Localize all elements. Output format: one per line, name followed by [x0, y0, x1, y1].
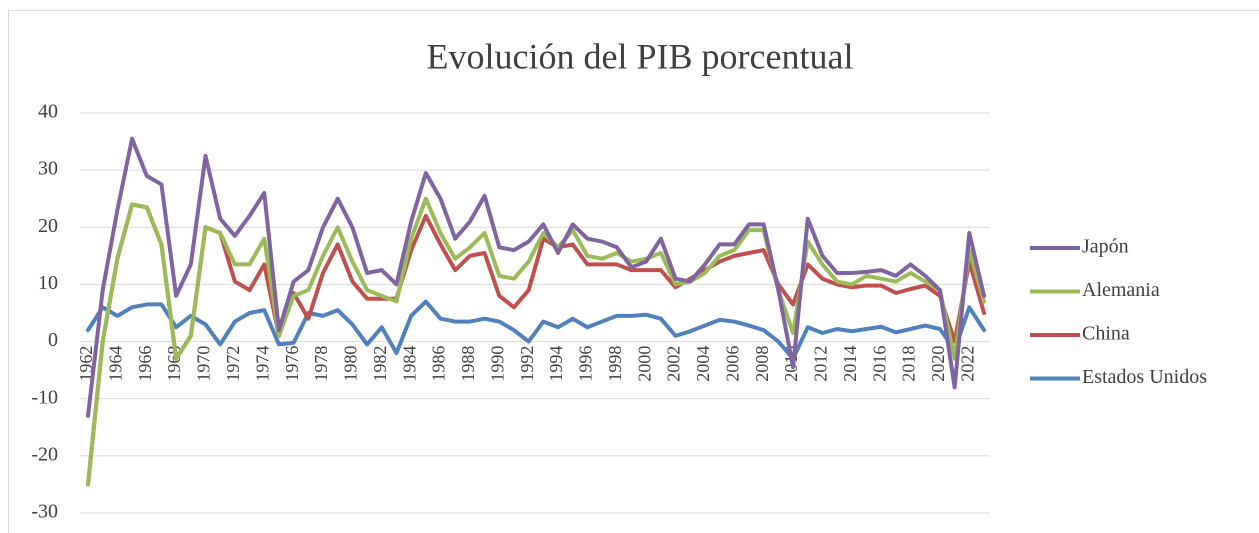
x-tick-label: 2002: [664, 346, 684, 382]
y-tick-label: -10: [31, 386, 58, 408]
series-line: [86, 202, 986, 487]
x-tick-label: 1964: [106, 346, 126, 382]
y-tick-label: 0: [48, 329, 58, 351]
x-tick-label: 2006: [722, 346, 742, 382]
x-tick-label: 1978: [311, 346, 331, 382]
x-tick-label: 1986: [429, 346, 449, 382]
x-tick-label: 1970: [194, 346, 214, 382]
legend-label: China: [1082, 323, 1130, 345]
legend-label: Estados Unidos: [1082, 366, 1207, 388]
x-tick-label: 2018: [899, 346, 919, 382]
x-tick-label: 1996: [576, 346, 596, 382]
x-tick-label: 1984: [399, 346, 419, 382]
x-tick-label: 1992: [517, 346, 537, 382]
x-tick-label: 1982: [370, 346, 390, 382]
y-tick-label: 30: [38, 158, 58, 180]
x-tick-label: 2008: [752, 346, 772, 382]
y-tick-label: 10: [38, 272, 58, 294]
x-tick-label: 2014: [840, 346, 860, 382]
series-line: [86, 299, 986, 361]
legend-label: Alemania: [1082, 279, 1160, 301]
x-tick-label: 1980: [341, 346, 361, 382]
x-tick-label: 2000: [634, 346, 654, 382]
y-tick-label: 20: [38, 215, 58, 237]
x-tick-label: 1976: [282, 346, 302, 382]
series-line: [86, 196, 986, 487]
y-tick-label: -20: [31, 443, 58, 465]
y-tick-label: -30: [31, 501, 58, 523]
x-tick-label: 1988: [458, 346, 478, 382]
x-tick-label: 1972: [223, 346, 243, 382]
x-tick-label: 2020: [928, 346, 948, 382]
x-tick-label: 1994: [546, 346, 566, 382]
x-tick-label: 2004: [693, 346, 713, 382]
y-tick-label: 40: [38, 101, 58, 123]
x-tick-label: 1998: [605, 346, 625, 382]
x-tick-label: 1974: [252, 346, 272, 382]
x-tick-label: 2012: [811, 346, 831, 382]
x-tick-label: 1990: [487, 346, 507, 382]
x-tick-label: 2022: [957, 346, 977, 382]
legend-label: Japón: [1082, 236, 1129, 258]
x-tick-label: 2016: [869, 346, 889, 382]
x-tick-label: 1966: [135, 346, 155, 382]
series-line: [86, 136, 986, 418]
chart-title: Evolución del PIB porcentual: [427, 36, 854, 76]
